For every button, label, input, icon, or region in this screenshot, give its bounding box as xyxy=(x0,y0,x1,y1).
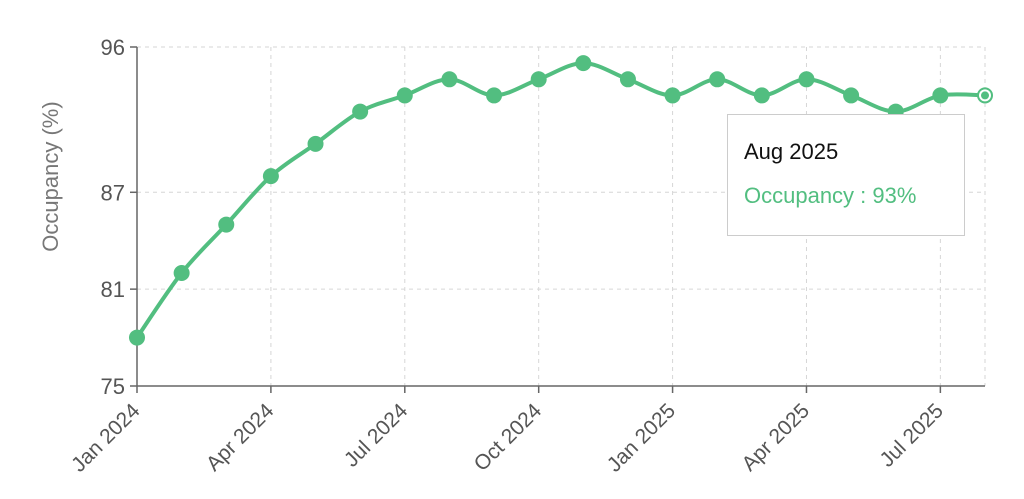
x-tick-label: Apr 2025 xyxy=(737,399,814,476)
data-point xyxy=(486,87,503,104)
tooltip-value: Occupancy : 93% xyxy=(744,183,964,209)
x-tick-label: Jan 2024 xyxy=(67,399,145,477)
tooltip-value-number: 93% xyxy=(872,183,917,208)
y-tick-label: 96 xyxy=(101,35,125,60)
data-point xyxy=(530,71,547,88)
data-point xyxy=(262,168,279,185)
chart-tooltip: Aug 2025 Occupancy : 93% xyxy=(727,114,965,236)
data-point xyxy=(753,87,770,104)
y-axis-label: Occupancy (%) xyxy=(38,101,63,251)
x-tick-label: Jul 2024 xyxy=(340,399,413,472)
x-tick-label: Jan 2025 xyxy=(603,399,680,476)
data-point xyxy=(843,87,860,104)
data-point xyxy=(352,103,369,120)
data-point xyxy=(218,216,235,233)
y-tick-label: 87 xyxy=(101,180,125,205)
data-point xyxy=(932,87,949,104)
data-point xyxy=(798,71,815,88)
data-point xyxy=(129,329,145,346)
x-tick-label: Apr 2024 xyxy=(202,399,279,476)
y-tick-label: 75 xyxy=(101,374,125,399)
data-point xyxy=(396,87,413,104)
data-point xyxy=(307,135,324,152)
data-point xyxy=(664,87,681,104)
tooltip-series-label: Occupancy xyxy=(744,183,855,208)
data-point xyxy=(709,71,726,88)
active-data-point xyxy=(981,91,989,100)
data-point xyxy=(575,55,592,72)
tooltip-separator: : xyxy=(854,183,873,208)
data-point xyxy=(441,71,458,88)
data-point xyxy=(173,265,190,281)
tooltip-title: Aug 2025 xyxy=(744,139,839,164)
x-tick-label: Oct 2024 xyxy=(470,399,547,476)
y-tick-label: 81 xyxy=(101,277,125,302)
data-point xyxy=(619,71,636,88)
x-tick-label: Jul 2025 xyxy=(875,399,947,471)
